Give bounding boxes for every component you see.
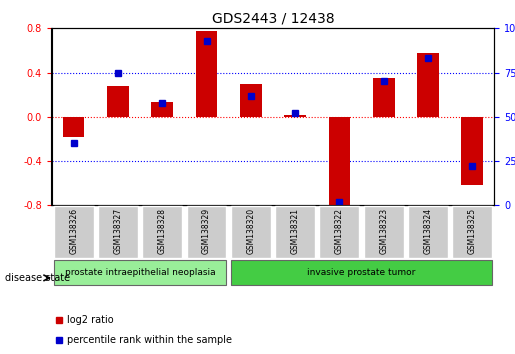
FancyBboxPatch shape (231, 206, 271, 258)
Bar (373, 78, 394, 117)
FancyBboxPatch shape (408, 206, 448, 258)
FancyBboxPatch shape (275, 206, 315, 258)
Bar (196, 30, 217, 117)
Text: GSM138320: GSM138320 (246, 208, 255, 254)
Bar (329, 117, 350, 209)
Text: GSM138324: GSM138324 (423, 208, 433, 254)
Title: GDS2443 / 12438: GDS2443 / 12438 (212, 12, 334, 26)
FancyBboxPatch shape (54, 260, 227, 285)
Text: GSM138329: GSM138329 (202, 208, 211, 254)
Bar (63, 117, 84, 137)
Text: GSM138322: GSM138322 (335, 208, 344, 254)
FancyBboxPatch shape (186, 206, 227, 258)
Bar (107, 86, 129, 117)
Bar (151, 102, 173, 117)
FancyBboxPatch shape (452, 206, 492, 258)
Text: GSM138321: GSM138321 (290, 208, 300, 254)
FancyBboxPatch shape (142, 206, 182, 258)
Text: GSM138326: GSM138326 (69, 208, 78, 254)
Text: GSM138323: GSM138323 (379, 208, 388, 254)
Text: prostate intraepithelial neoplasia: prostate intraepithelial neoplasia (65, 268, 215, 277)
Text: invasive prostate tumor: invasive prostate tumor (307, 268, 416, 277)
FancyBboxPatch shape (364, 206, 404, 258)
FancyBboxPatch shape (54, 206, 94, 258)
Text: GSM138327: GSM138327 (113, 208, 123, 254)
FancyBboxPatch shape (231, 260, 492, 285)
Text: log2 ratio: log2 ratio (67, 315, 114, 325)
FancyBboxPatch shape (98, 206, 138, 258)
Bar (240, 84, 262, 117)
Text: GSM138325: GSM138325 (468, 208, 477, 254)
Bar (461, 117, 483, 185)
Text: disease state: disease state (5, 273, 70, 283)
Bar (417, 53, 439, 117)
Bar (284, 115, 306, 117)
FancyBboxPatch shape (319, 206, 359, 258)
Text: percentile rank within the sample: percentile rank within the sample (67, 335, 232, 345)
Text: GSM138328: GSM138328 (158, 208, 167, 254)
